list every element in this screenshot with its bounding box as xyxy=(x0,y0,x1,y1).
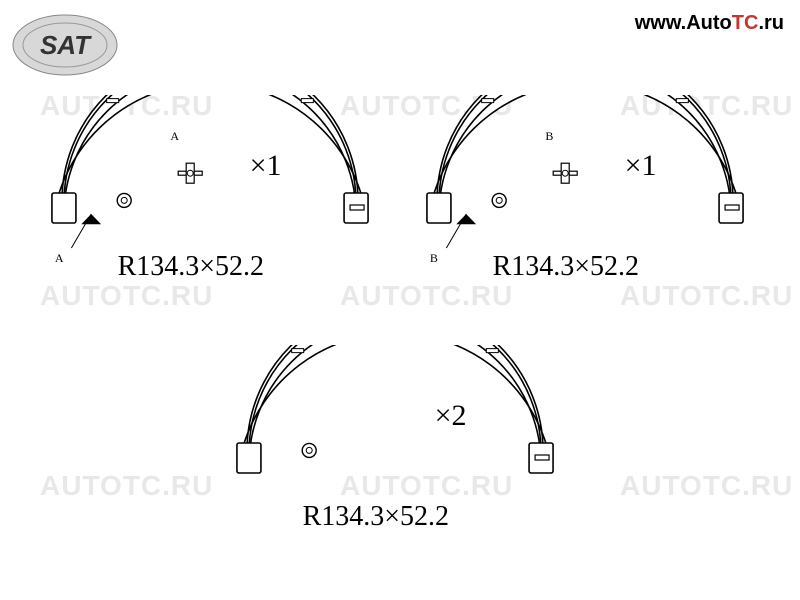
shoe-b xyxy=(420,95,750,265)
watermark: AUTOTC.RU xyxy=(620,470,793,502)
site-url: www.AutoTC.ru xyxy=(635,12,784,35)
shoe-a-section-letter: A xyxy=(55,251,64,266)
shoe-c-qty: ×2 xyxy=(435,399,467,433)
shoe-b-dimension: R134.3×52.2 xyxy=(493,251,639,283)
shoe-c xyxy=(230,345,560,515)
shoe-b-section-letter-2: B xyxy=(545,129,553,144)
svg-text:SAT: SAT xyxy=(40,30,92,60)
shoe-a-section-letter-2: A xyxy=(170,129,179,144)
url-accent: TC xyxy=(732,12,759,34)
shoe-c-dimension: R134.3×52.2 xyxy=(303,501,449,533)
shoe-a-dimension: R134.3×52.2 xyxy=(118,251,264,283)
watermark: AUTOTC.RU xyxy=(40,470,213,502)
watermark: AUTOTC.RU xyxy=(340,280,513,312)
shoe-b-qty: ×1 xyxy=(625,149,657,183)
shoe-a xyxy=(45,95,375,265)
brand-logo: SAT xyxy=(10,10,120,80)
watermark: AUTOTC.RU xyxy=(620,280,793,312)
shoe-a-qty: ×1 xyxy=(250,149,282,183)
url-prefix: www.Auto xyxy=(635,12,732,34)
shoe-b-section-letter: B xyxy=(430,251,438,266)
watermark: AUTOTC.RU xyxy=(40,280,213,312)
url-suffix: .ru xyxy=(758,12,784,34)
